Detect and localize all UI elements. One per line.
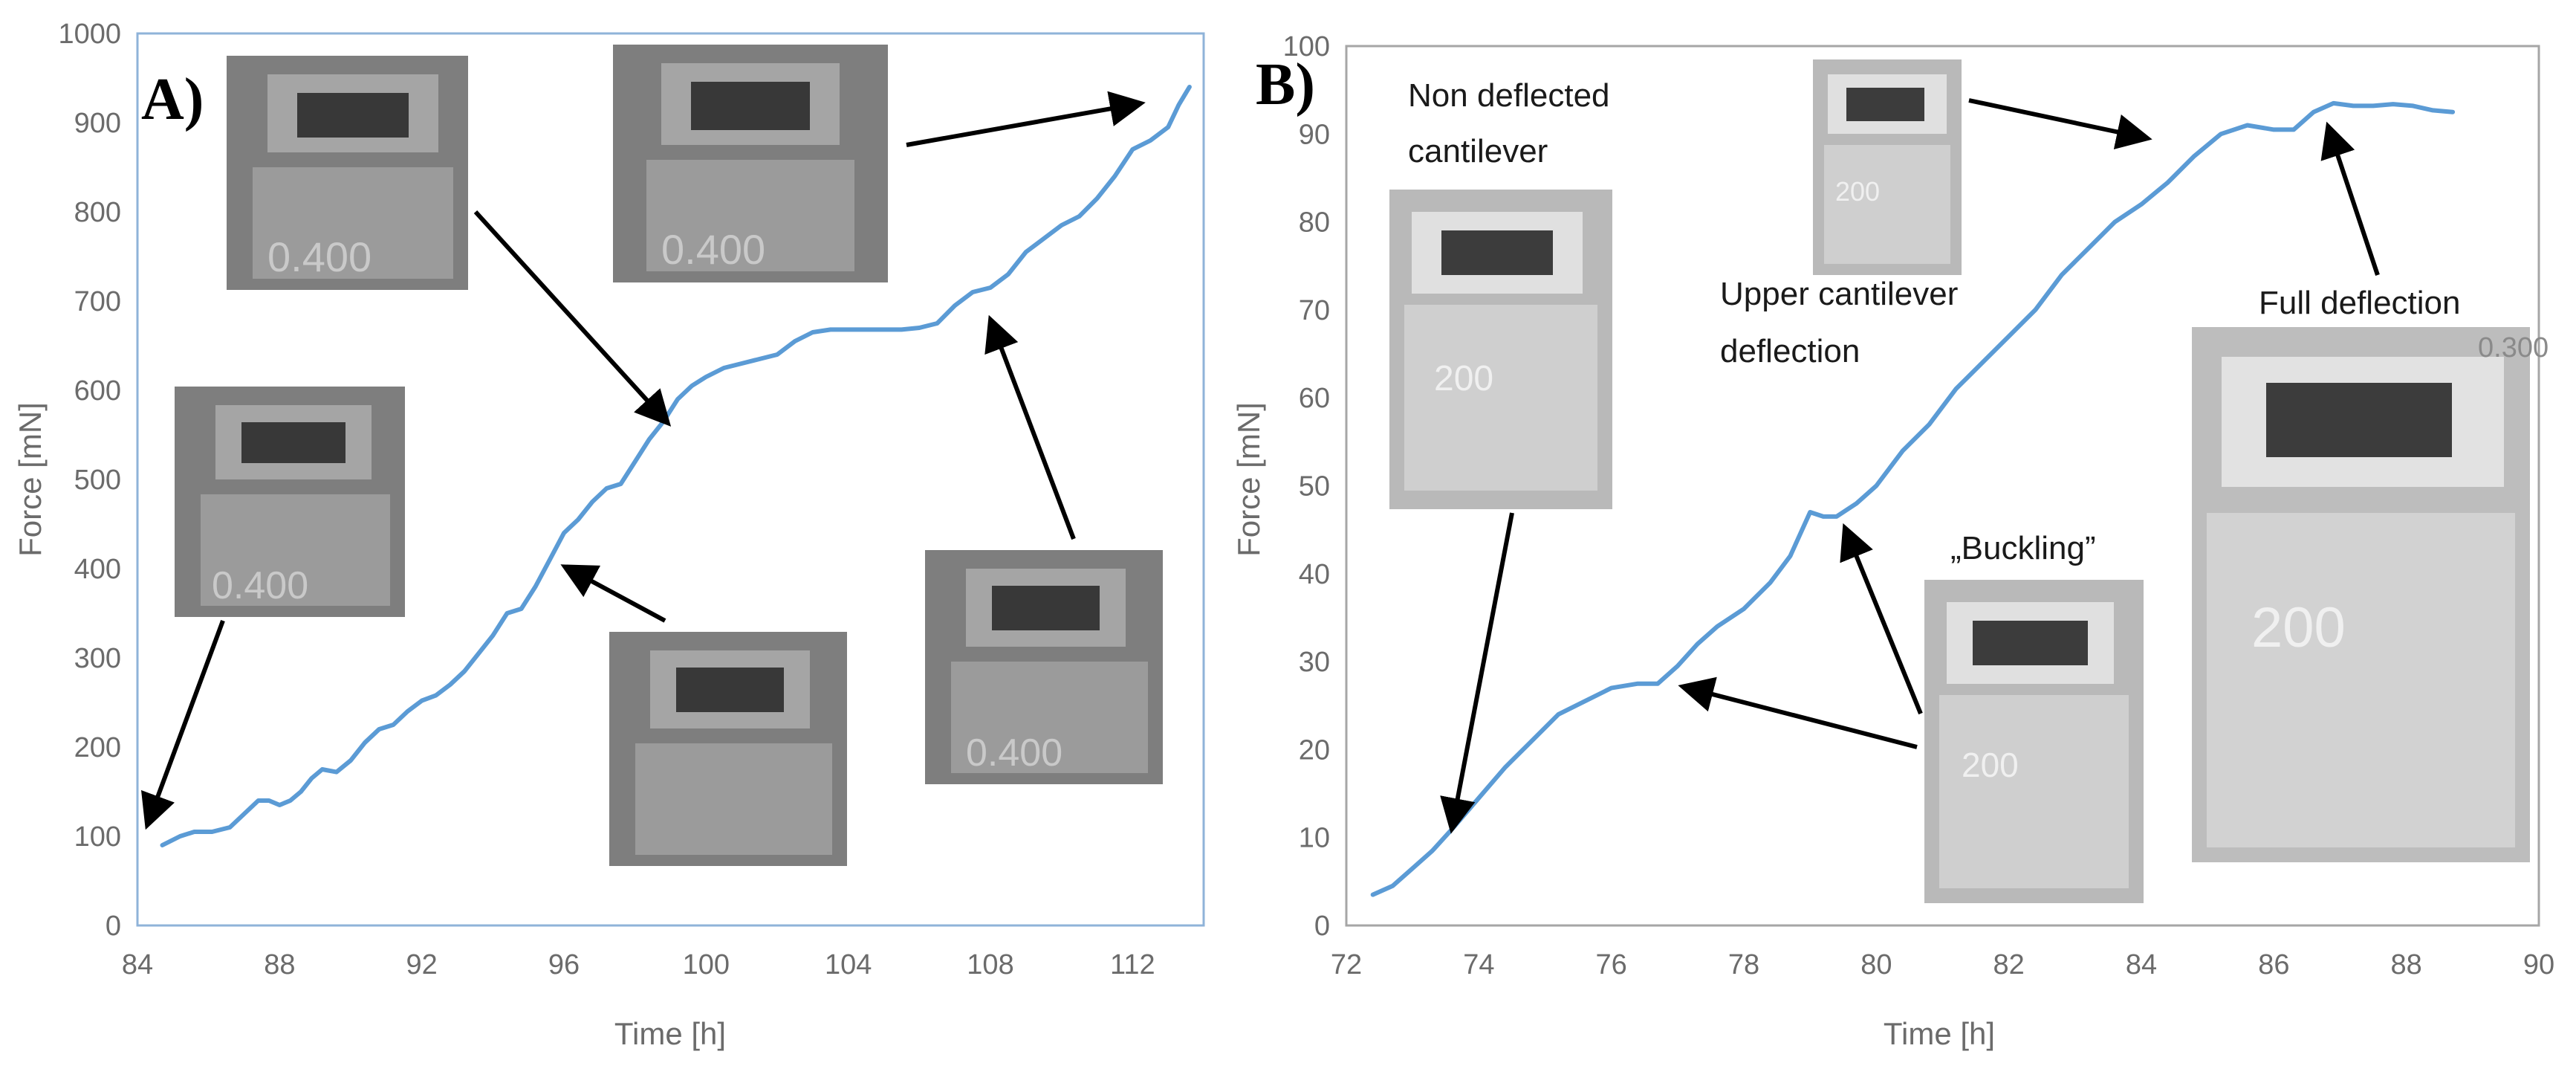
panel-b-y-tick-label: 100 — [1283, 31, 1330, 62]
panel-b-series-line — [1370, 100, 2456, 897]
panel-a-y-tick-label: 1000 — [58, 19, 121, 50]
panel-b-annotation-buckling: „Buckling” — [1950, 530, 2096, 566]
panel-b-y-tick-label: 90 — [1299, 119, 1330, 150]
panel-b-y-ticks: 0 10 20 30 40 50 60 70 80 90 100 — [1283, 31, 1330, 942]
panel-b-photo-2-label: 200 — [1835, 176, 1880, 207]
panel-a: 0 100 200 300 400 500 600 700 800 900 1000 84 88 92 9… — [13, 19, 1205, 1051]
panel-b-annotation-upper-line-1: Upper cantilever — [1720, 276, 1958, 312]
panel-a-arrow-3 — [560, 564, 666, 623]
panel-b-x-tick-label: 88 — [2391, 949, 2422, 980]
panel-b-y-tick-label: 60 — [1299, 383, 1330, 414]
panel-b-photo-4-code: 0.300 — [2478, 332, 2549, 363]
panel-b-x-tick-label: 74 — [1463, 949, 1494, 980]
panel-a-arrow-1 — [140, 619, 225, 830]
panel-a-photo-5-label: 0.400 — [966, 731, 1062, 775]
panel-b-y-tick-label: 10 — [1299, 823, 1330, 854]
panel-a-x-tick-label: 112 — [1110, 949, 1155, 980]
panel-a-y-tick-label: 200 — [74, 732, 121, 763]
panel-a-y-tick-label: 0 — [106, 911, 121, 942]
panel-b-photo-3: 200 — [1924, 580, 2144, 903]
panel-a-y-tick-label: 300 — [74, 643, 121, 674]
panel-a-y-ticks: 0 100 200 300 400 500 600 700 800 900 1000 — [58, 19, 121, 942]
panel-b-x-tick-label: 84 — [2126, 949, 2157, 980]
panel-b-arrow-3 — [1840, 523, 1923, 715]
panel-b-x-ticks: 72 74 76 78 80 82 84 86 88 90 — [1331, 949, 2554, 980]
panel-b-x-tick-label: 86 — [2258, 949, 2289, 980]
panel-b-photo-3-label: 200 — [1962, 746, 2019, 784]
panel-b-y-tick-label: 0 — [1314, 911, 1330, 942]
panel-a-photo-1: 0.400 — [227, 56, 468, 290]
panel-a-arrow-4 — [984, 314, 1076, 540]
panel-a-photo-2-label: 0.400 — [661, 226, 765, 273]
panel-b-arrow-1 — [1440, 512, 1514, 834]
panel-a-photo-4 — [609, 632, 847, 866]
panel-b-y-tick-label: 20 — [1299, 734, 1330, 766]
panel-a-arrow-5 — [906, 91, 1146, 147]
panel-b-photo-2: 200 — [1813, 59, 1962, 275]
panel-a-photo-1-label: 0.400 — [267, 233, 372, 280]
panel-b-label: B) — [1256, 52, 1315, 117]
panel-b-y-tick-label: 80 — [1299, 207, 1330, 239]
panel-b-y-axis-title: Force [mN] — [1231, 402, 1266, 557]
panel-a-arrows — [140, 91, 1146, 830]
panel-a-y-tick-label: 500 — [74, 465, 121, 496]
panel-b-photo-1: 200 — [1389, 190, 1612, 509]
panel-b-x-tick-label: 90 — [2523, 949, 2554, 980]
panel-a-series-line — [160, 85, 1192, 847]
panel-a-y-axis-title: Force [mN] — [13, 402, 48, 557]
panel-a-y-tick-label: 600 — [74, 375, 121, 407]
panel-b-photo-4-label: 200 — [2251, 596, 2346, 659]
panel-a-photo-3-label: 0.400 — [212, 564, 308, 607]
panel-b-arrow-2 — [1968, 98, 2152, 149]
panel-b: 0 10 20 30 40 50 60 70 80 90 100 72 74 76 78 80 82 84 86 8… — [1231, 31, 2554, 1051]
panel-b-annotation-non-deflected-line-1: Non deflected — [1408, 77, 1610, 114]
panel-b-x-tick-label: 76 — [1596, 949, 1627, 980]
panel-b-arrow-4 — [1678, 676, 1918, 749]
panel-b-x-tick-label: 80 — [1860, 949, 1892, 980]
panel-b-y-tick-label: 30 — [1299, 647, 1330, 678]
panel-b-annotation-full-deflection: Full deflection — [2259, 285, 2460, 321]
panel-b-y-tick-label: 40 — [1299, 559, 1330, 590]
panel-a-label: A) — [141, 67, 204, 132]
panel-a-x-tick-label: 92 — [406, 949, 438, 980]
panel-a-y-tick-label: 100 — [74, 821, 121, 853]
panel-a-x-tick-label: 100 — [683, 949, 730, 980]
panel-a-x-ticks: 84 88 92 96 100 104 108 112 — [122, 949, 1155, 980]
panel-a-x-tick-label: 104 — [825, 949, 872, 980]
panel-a-y-tick-label: 900 — [74, 108, 121, 139]
panel-b-photo-4: 0.300 200 — [2192, 327, 2549, 862]
panel-a-y-tick-label: 800 — [74, 197, 121, 228]
panel-a-photo-5: 0.400 — [925, 550, 1163, 784]
panel-a-arrow-2 — [473, 210, 672, 427]
panel-b-arrow-5 — [2320, 121, 2380, 276]
panel-a-x-axis-title: Time [h] — [614, 1016, 726, 1051]
panel-b-photo-1-label: 200 — [1434, 359, 1493, 398]
panel-a-x-tick-label: 108 — [967, 949, 1013, 980]
panel-a-photo-3: 0.400 — [175, 387, 405, 617]
panel-a-y-tick-label: 700 — [74, 286, 121, 317]
panel-b-frame — [1345, 45, 2540, 927]
panel-b-x-tick-label: 78 — [1728, 949, 1759, 980]
panel-b-annotation-non-deflected-line-2: cantilever — [1408, 133, 1548, 169]
panel-b-x-tick-label: 72 — [1331, 949, 1362, 980]
panel-b-annotation-upper-line-2: deflection — [1720, 333, 1860, 369]
panel-a-frame — [136, 32, 1205, 927]
panel-b-x-axis-title: Time [h] — [1884, 1016, 1995, 1051]
panel-a-photo-2: 0.400 — [613, 45, 888, 282]
panel-b-arrows — [1440, 98, 2380, 834]
panel-a-x-tick-label: 96 — [548, 949, 580, 980]
panel-b-y-tick-label: 70 — [1299, 295, 1330, 326]
panel-a-y-tick-label: 400 — [74, 554, 121, 585]
panel-a-x-tick-label: 88 — [264, 949, 295, 980]
panel-b-x-tick-label: 82 — [1993, 949, 2025, 980]
panel-a-x-tick-label: 84 — [122, 949, 153, 980]
panel-b-y-tick-label: 50 — [1299, 471, 1330, 503]
